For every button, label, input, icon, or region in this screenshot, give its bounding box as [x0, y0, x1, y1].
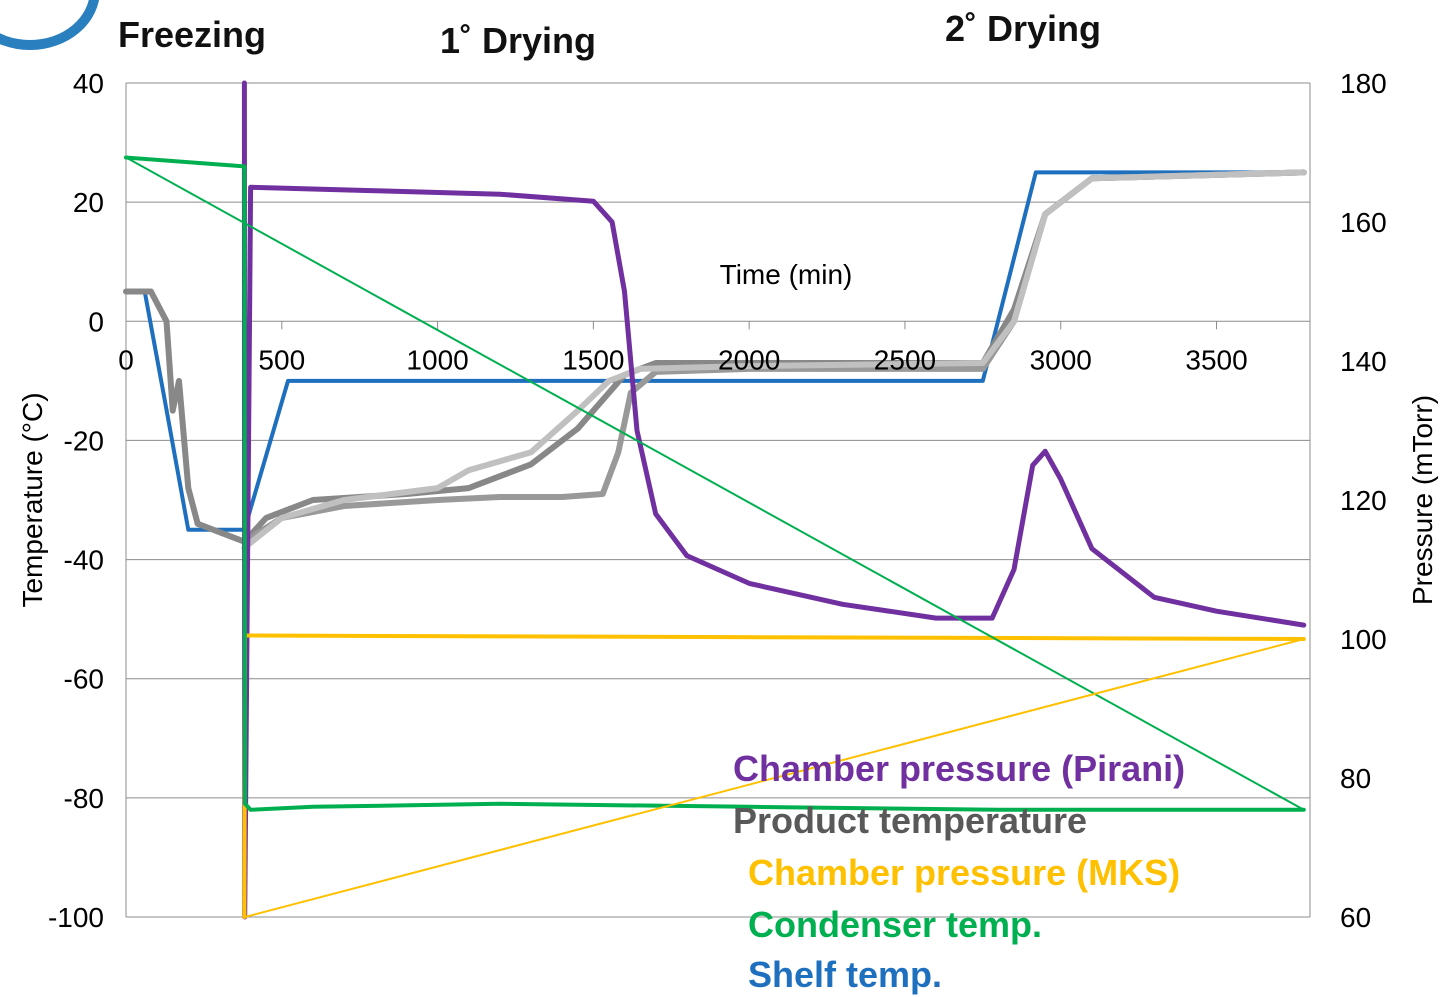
y-left-tick-label: -20 [64, 425, 104, 456]
series-line-4 [241, 80, 1307, 920]
y-left-tick-label: 0 [88, 306, 104, 337]
grid-lines [126, 82, 1310, 918]
y-right-tick-label: 140 [1340, 346, 1387, 377]
y-left-tick-label: -60 [64, 664, 104, 695]
series-line-3 [241, 169, 1307, 551]
series-line-6 [124, 155, 1306, 812]
legend-item-pirani: Chamber pressure (Pirani) [733, 748, 1186, 789]
phase-label-secondary-drying: 2˚ Drying [945, 8, 1102, 49]
axis-ticks: 40 20 0 -20 -40 -60 -80 -100 180 160 140 120 100 80 60… [48, 68, 1387, 933]
x-axis-label: Time (min) [720, 259, 853, 290]
legend-item-condenser: Condenser temp. [748, 904, 1043, 945]
data-series [123, 80, 1307, 920]
y-axis-left-label: Temperature (°C) [17, 392, 48, 607]
condenser-connector-line [125, 156, 1305, 811]
phase-label-freezing: Freezing [118, 14, 267, 55]
y-right-tick-label: 80 [1340, 763, 1371, 794]
phase-label-primary-drying: 1˚ Drying [440, 20, 597, 61]
y-right-tick-label: 100 [1340, 624, 1387, 655]
y-right-tick-label: 120 [1340, 485, 1387, 516]
y-axis-right-label: Pressure (mTorr) [1407, 395, 1438, 605]
y-right-tick-label: 160 [1340, 207, 1387, 238]
y-left-tick-label: 20 [73, 187, 104, 218]
x-tick-label: 1500 [562, 344, 624, 375]
y-right-tick-label: 180 [1340, 68, 1387, 99]
plot-frame [125, 83, 1311, 917]
mks-connector-line [244, 638, 1305, 918]
x-tick-label: 2500 [874, 344, 936, 375]
x-tick-label: 2000 [718, 344, 780, 375]
y-left-tick-label: 40 [73, 68, 104, 99]
y-right-tick-label: 60 [1340, 902, 1371, 933]
x-tick-label: 1000 [406, 344, 468, 375]
legend-item-shelf: Shelf temp. [748, 954, 943, 995]
y-left-tick-label: -100 [48, 902, 104, 933]
x-tick-label: 0 [118, 344, 134, 375]
x-tick-label: 3500 [1185, 344, 1247, 375]
y-left-tick-label: -80 [64, 783, 104, 814]
legend-item-product-temp: Product temperature [733, 800, 1088, 841]
y-left-tick-label: -40 [64, 545, 104, 576]
x-tick-label: 3000 [1030, 344, 1092, 375]
x-tick-label: 500 [258, 344, 305, 375]
legend-item-mks: Chamber pressure (MKS) [748, 852, 1181, 893]
